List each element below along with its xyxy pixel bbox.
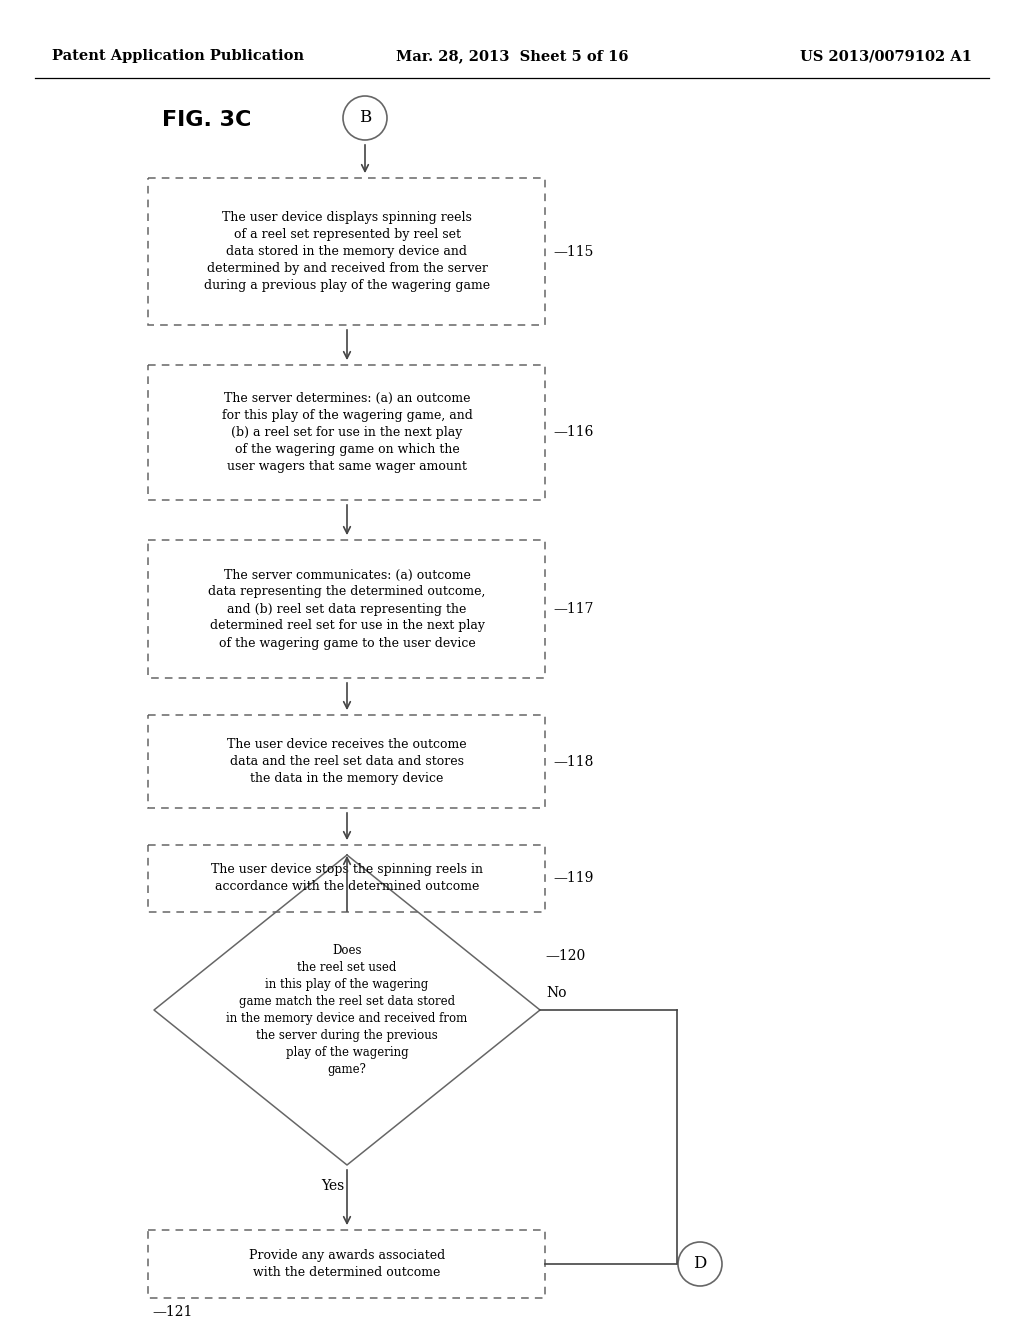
Text: —120: —120 [545, 949, 586, 962]
Bar [148, 715, 545, 808]
Text: D: D [693, 1255, 707, 1272]
Text: The server determines: (a) an outcome
for this play of the wagering game, and
(b: The server determines: (a) an outcome fo… [221, 392, 472, 473]
Text: The user device displays spinning reels
of a reel set represented by reel set
da: The user device displays spinning reels … [204, 211, 490, 292]
Bar [148, 178, 545, 325]
Bar [148, 540, 545, 678]
Bar [148, 366, 545, 500]
Text: US 2013/0079102 A1: US 2013/0079102 A1 [800, 49, 972, 63]
Text: Does
the reel set used
in this play of the wagering
game match the reel set data: Does the reel set used in this play of t… [226, 944, 468, 1076]
Text: —117: —117 [553, 602, 594, 616]
Text: The user device receives the outcome
data and the reel set data and stores
the d: The user device receives the outcome dat… [227, 738, 467, 785]
Text: No: No [546, 986, 566, 1001]
Text: —119: —119 [553, 871, 593, 886]
Text: The user device stops the spinning reels in
accordance with the determined outco: The user device stops the spinning reels… [211, 863, 483, 894]
Text: Patent Application Publication: Patent Application Publication [52, 49, 304, 63]
Text: Yes: Yes [322, 1179, 345, 1193]
Text: Mar. 28, 2013  Sheet 5 of 16: Mar. 28, 2013 Sheet 5 of 16 [395, 49, 629, 63]
Bar [148, 845, 545, 912]
Text: Provide any awards associated
with the determined outcome: Provide any awards associated with the d… [249, 1249, 445, 1279]
Text: —121: —121 [152, 1305, 193, 1319]
Text: B: B [358, 110, 371, 127]
Text: The server communicates: (a) outcome
data representing the determined outcome,
a: The server communicates: (a) outcome dat… [208, 569, 485, 649]
Bar [148, 1230, 545, 1298]
Text: —116: —116 [553, 425, 593, 440]
Text: —115: —115 [553, 244, 593, 259]
Text: —118: —118 [553, 755, 593, 768]
Text: FIG. 3C: FIG. 3C [162, 110, 251, 129]
